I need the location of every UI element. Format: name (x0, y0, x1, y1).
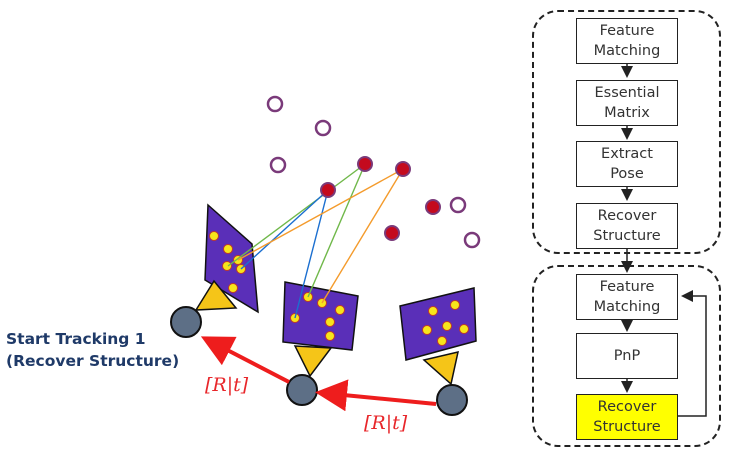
image-plane-2 (282, 281, 359, 351)
step-label-line2: Matching (593, 43, 661, 59)
camera-body-1 (170, 306, 202, 338)
tracking-step-recover-structure: Recover Structure (576, 394, 678, 440)
step-label-line1: Feature (599, 23, 655, 39)
feature-point (459, 324, 469, 334)
lens-1 (194, 279, 238, 311)
camera-body-3 (436, 384, 468, 416)
pose-label-left: [R|t] (205, 374, 249, 396)
known-3d-point (357, 156, 373, 172)
feature-point (209, 231, 219, 241)
camera-body-2 (286, 374, 318, 406)
motion-arrow-3-to-2 (315, 379, 437, 412)
feature-point (228, 283, 238, 293)
tracking-step-feature-matching: Feature Matching (576, 274, 678, 320)
step-label-line2: Matrix (604, 105, 650, 121)
lens-3 (422, 350, 459, 386)
feature-point (325, 331, 335, 341)
known-3d-point (395, 161, 411, 177)
ray-orange (321, 168, 404, 304)
tracking-step-pnp: PnP (576, 333, 678, 379)
caption-line-2: (Recover Structure) (6, 352, 180, 370)
step-label-line1: PnP (613, 348, 641, 364)
known-3d-point (320, 182, 336, 198)
step-label-line2: Structure (593, 419, 661, 435)
feature-point (335, 305, 345, 315)
ray-blue (294, 189, 329, 319)
lens-2 (293, 345, 333, 378)
step-label-line1: Recover (597, 399, 657, 415)
known-3d-point (384, 225, 400, 241)
step-label-line1: Recover (597, 208, 657, 224)
tracking-group (532, 265, 721, 447)
unknown-3d-point (269, 156, 287, 174)
initialization-group (532, 10, 721, 254)
step-extract-pose: Extract Pose (576, 141, 678, 187)
step-label-line1: Extract (601, 146, 653, 162)
step-label-line1: Feature (599, 279, 655, 295)
known-3d-point (425, 199, 441, 215)
image-plane-3 (399, 287, 477, 361)
feature-point (437, 336, 447, 346)
camera-3 (399, 287, 477, 416)
feature-point (223, 244, 233, 254)
loop-back-arrow (678, 290, 707, 417)
feature-point (450, 300, 460, 310)
feature-point (325, 317, 335, 327)
step-label-line1: Essential (594, 85, 660, 101)
feature-point (442, 321, 452, 331)
unknown-3d-points (266, 95, 481, 249)
start-tracking-caption: Start Tracking 1 (Recover Structure) (6, 328, 179, 372)
motion-arrow-2-to-1 (200, 336, 290, 384)
feature-point (428, 306, 438, 316)
caption-line-1: Start Tracking 1 (6, 330, 146, 348)
step-feature-matching: Feature Matching (576, 18, 678, 64)
unknown-3d-point (463, 231, 481, 249)
camera-2 (282, 281, 359, 406)
ray-green (307, 163, 366, 298)
step-recover-structure: Recover Structure (576, 203, 678, 249)
ray-blue (240, 189, 329, 270)
ray-orange (237, 168, 404, 261)
step-label-line2: Pose (610, 166, 644, 182)
projection-rays (227, 163, 404, 319)
unknown-3d-point (314, 119, 332, 137)
unknown-3d-point (449, 196, 467, 214)
unknown-3d-point (266, 95, 284, 113)
camera-1 (170, 203, 259, 338)
ray-green (227, 163, 366, 267)
pose-label-right: [R|t] (364, 412, 408, 434)
known-3d-points (320, 156, 441, 241)
feature-point (422, 325, 432, 335)
feature-point (222, 261, 232, 271)
step-essential-matrix: Essential Matrix (576, 80, 678, 126)
step-label-line2: Structure (593, 228, 661, 244)
step-label-line2: Matching (593, 299, 661, 315)
